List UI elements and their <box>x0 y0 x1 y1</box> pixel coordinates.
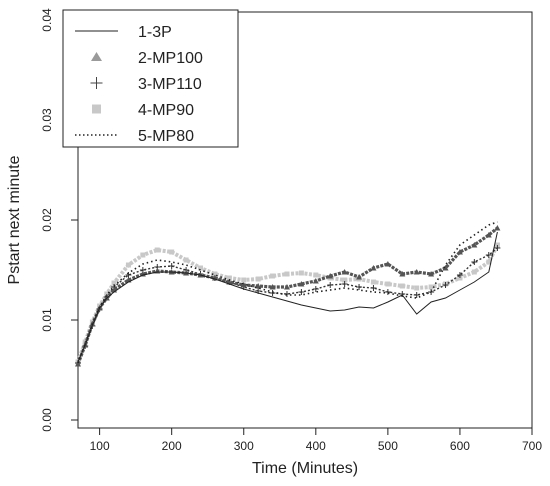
data-point <box>298 270 304 276</box>
data-point <box>312 286 319 292</box>
data-point <box>471 242 478 248</box>
data-point <box>140 252 146 258</box>
data-point <box>283 291 290 297</box>
x-tick-label: 200 <box>162 439 182 453</box>
data-point <box>284 271 290 277</box>
x-tick-label: 500 <box>378 439 398 453</box>
y-tick-label: 0.01 <box>40 308 54 332</box>
legend-label: 1-3P <box>138 24 172 41</box>
data-point <box>198 265 204 271</box>
data-point <box>283 284 290 290</box>
data-point <box>183 257 189 263</box>
data-point <box>428 271 435 277</box>
data-point <box>111 280 117 286</box>
series-line <box>77 231 498 363</box>
data-point <box>75 361 81 367</box>
data-point <box>125 262 131 268</box>
data-point <box>413 269 420 275</box>
y-tick-label: 0.02 <box>40 208 54 232</box>
data-point <box>399 283 405 289</box>
data-point <box>312 278 319 284</box>
series-layer <box>75 221 501 367</box>
y-axis-label: Pstart next minute <box>6 155 23 284</box>
legend-swatch <box>92 104 101 114</box>
legend-label: 5-MP80 <box>138 128 194 145</box>
x-tick-label: 400 <box>306 439 326 453</box>
data-point <box>428 289 435 295</box>
series-4-MP90 <box>75 242 500 365</box>
data-point <box>327 273 334 279</box>
data-point <box>269 290 276 296</box>
data-point <box>370 285 377 291</box>
data-point <box>485 252 492 258</box>
data-point <box>341 281 348 287</box>
data-point <box>313 272 319 278</box>
data-point <box>327 282 334 288</box>
data-point <box>485 232 492 238</box>
x-tick-label: 700 <box>522 439 542 453</box>
data-point <box>385 281 391 287</box>
series-line <box>77 247 498 364</box>
data-point <box>356 284 363 290</box>
data-point <box>341 269 348 275</box>
data-point <box>270 273 276 279</box>
legend-label: 2-MP100 <box>138 50 203 67</box>
data-point <box>169 249 175 255</box>
data-point <box>298 289 305 295</box>
data-point <box>356 274 363 280</box>
legend-label: 4-MP90 <box>138 102 194 119</box>
data-point <box>442 265 449 271</box>
data-point <box>456 272 463 278</box>
legend: 1-3P 2-MP100 3-MP110 4-MP90 5-MP80 <box>62 9 239 148</box>
x-axis-label: Time (Minutes) <box>252 460 358 477</box>
data-point <box>442 282 449 288</box>
x-tick-label: 300 <box>234 439 254 453</box>
legend-label: 3-MP110 <box>138 76 202 93</box>
data-point <box>399 271 406 277</box>
axis-layer: 100 200 300 400 500 600 700 0.00 0.01 0.02 0.03 0.0… <box>40 8 542 453</box>
legend-swatch <box>91 52 102 61</box>
y-tick-label: 0.03 <box>40 108 54 132</box>
data-point <box>154 247 160 253</box>
series-5-MP80 <box>77 221 498 364</box>
data-point <box>413 292 420 298</box>
data-point <box>226 275 232 281</box>
data-point <box>414 285 420 291</box>
y-tick-label: 0.04 <box>40 8 54 32</box>
series-3-MP110 <box>75 245 501 366</box>
data-point <box>471 259 478 265</box>
series-line <box>76 244 500 363</box>
data-point <box>240 282 247 288</box>
data-point <box>494 245 501 251</box>
series-line <box>76 226 499 365</box>
data-point <box>342 277 348 283</box>
data-point <box>168 263 175 269</box>
data-point <box>269 284 276 290</box>
data-point <box>212 271 218 277</box>
legend-swatch <box>90 77 103 89</box>
data-point <box>384 289 391 295</box>
data-point <box>471 269 477 275</box>
data-point <box>428 284 434 290</box>
data-point <box>494 225 501 231</box>
data-point <box>298 281 305 287</box>
data-point <box>241 277 247 283</box>
data-point <box>255 276 261 282</box>
legend-box <box>62 9 239 148</box>
series-2-MP100 <box>75 225 501 367</box>
data-point <box>370 279 376 285</box>
x-tick-label: 100 <box>90 439 110 453</box>
x-tick-label: 600 <box>450 439 470 453</box>
data-point <box>370 265 377 271</box>
y-tick-label: 0.00 <box>40 408 54 432</box>
data-point <box>456 249 463 255</box>
series-1-3P <box>77 231 498 363</box>
series-line <box>77 221 498 364</box>
data-point <box>255 283 262 289</box>
data-point <box>486 259 492 265</box>
data-point <box>384 261 391 267</box>
